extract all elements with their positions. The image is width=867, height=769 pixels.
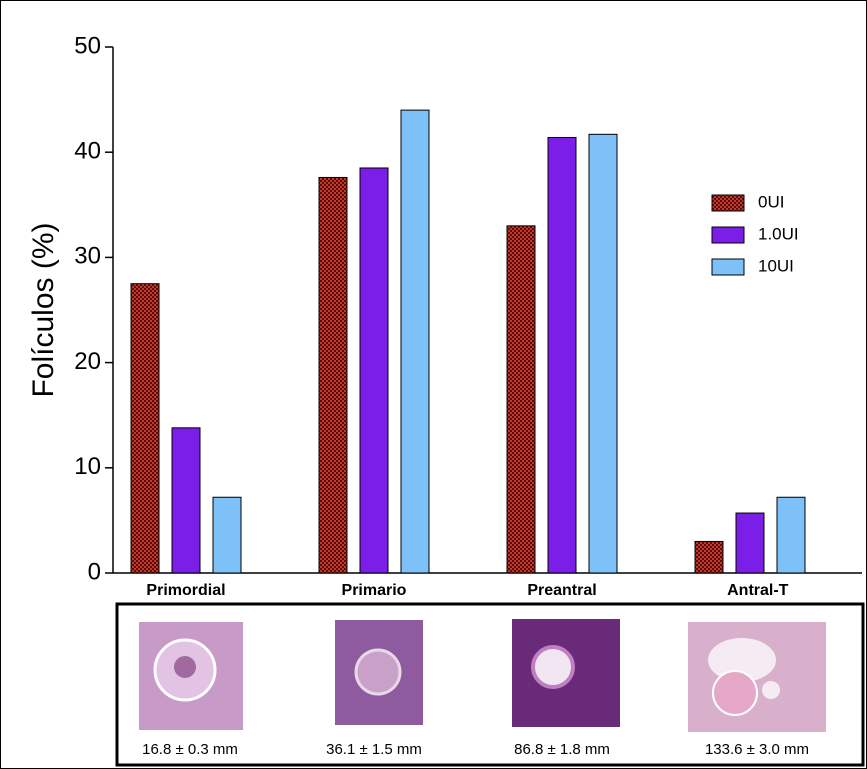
y-tick-label: 10 (74, 453, 101, 480)
x-tick-label: Preantral (527, 582, 596, 599)
legend-label: 10UI (758, 256, 794, 275)
caption: 16.8 ± 0.3 mm (142, 741, 238, 758)
bar (172, 428, 200, 573)
legend-label: 0UI (758, 192, 784, 211)
x-tick-label: Antral-T (727, 582, 789, 599)
bar (213, 497, 241, 573)
x-tick-label: Primordial (146, 582, 225, 599)
bar (548, 137, 576, 573)
bar (695, 541, 723, 573)
bar (131, 284, 159, 573)
caption: 133.6 ± 3.0 mm (705, 741, 809, 758)
y-tick-label: 0 (88, 558, 101, 585)
figure: Folículos (%) 0 10 20 30 40 50 Primordial Prima… (0, 0, 867, 769)
bar (736, 513, 764, 573)
legend-swatch (712, 227, 744, 243)
caption: 36.1 ± 1.5 mm (326, 741, 422, 758)
bar (777, 497, 805, 573)
bar (360, 168, 388, 573)
micrograph-detail (762, 681, 780, 699)
y-tick-label: 20 (74, 348, 101, 375)
legend-swatch (712, 259, 744, 275)
micrograph-detail (174, 656, 196, 678)
legend-label: 1.0UI (758, 224, 799, 243)
micrograph-detail (533, 647, 573, 687)
micrograph-detail (713, 671, 757, 715)
bar (319, 177, 347, 573)
y-axis-label: Folículos (%) (27, 222, 60, 397)
y-tick-label: 30 (74, 243, 101, 270)
bar (589, 134, 617, 573)
caption: 86.8 ± 1.8 mm (514, 741, 610, 758)
micrograph-detail (356, 650, 400, 694)
bar (507, 226, 535, 573)
y-tick-label: 40 (74, 138, 101, 165)
bar (401, 110, 429, 573)
legend-swatch (712, 195, 744, 211)
x-tick-label: Primario (342, 582, 407, 599)
y-tick-label: 50 (74, 32, 101, 59)
